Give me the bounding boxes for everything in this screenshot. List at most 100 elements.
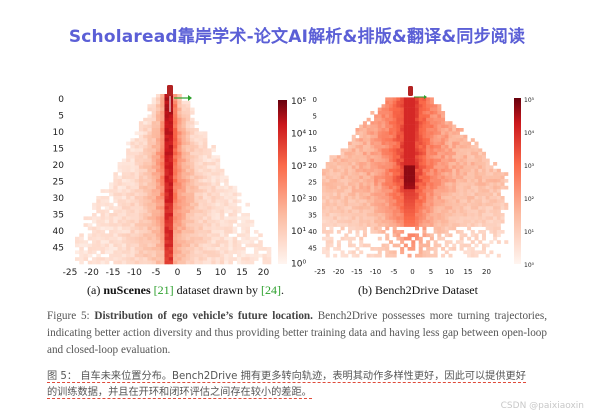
heatmap-cell xyxy=(396,233,401,238)
heatmap-cell xyxy=(422,233,427,238)
heatmap-cell xyxy=(415,141,420,146)
heatmap-cell xyxy=(426,185,431,190)
heatmap-cell xyxy=(190,209,195,214)
heatmap-cell xyxy=(411,131,416,136)
heatmap-cell xyxy=(485,206,490,210)
citation-link-21[interactable]: [21] xyxy=(153,283,174,297)
heatmap-cell xyxy=(422,111,427,115)
heatmap-cell xyxy=(448,213,453,217)
heatmap-cell xyxy=(426,250,431,255)
heatmap-cell xyxy=(370,128,375,132)
heatmap-cell xyxy=(207,213,212,217)
heatmap-cell xyxy=(407,158,412,163)
heatmap-cell xyxy=(400,117,405,122)
heatmap-cell xyxy=(173,168,178,173)
heatmap-cell xyxy=(329,192,334,197)
y-tick-label: 15 xyxy=(308,146,317,154)
heatmap-cell xyxy=(198,175,204,180)
heatmap-cell xyxy=(359,196,364,200)
heatmap-cell xyxy=(426,209,431,214)
heatmap-cell xyxy=(348,192,353,197)
heatmap-cell xyxy=(164,158,170,163)
heatmap-cell xyxy=(100,226,106,231)
heatmap-cell xyxy=(377,179,382,183)
heatmap-cell xyxy=(87,253,93,258)
heatmap-cell xyxy=(467,202,472,207)
heatmap-cell xyxy=(147,158,152,163)
heatmap-cell xyxy=(151,97,157,102)
heatmap-cell xyxy=(190,185,195,190)
heatmap-cell xyxy=(329,240,334,244)
heatmap-cell xyxy=(355,213,360,217)
heatmap-cell xyxy=(121,189,127,193)
heatmap-cell xyxy=(164,223,170,227)
heatmap-cell xyxy=(245,240,250,244)
heatmap-cell xyxy=(177,223,182,227)
heatmap-cell xyxy=(151,230,157,234)
heatmap-cell xyxy=(215,253,221,258)
heatmap-cell xyxy=(403,117,408,122)
heatmap-cell xyxy=(147,175,152,180)
heatmap-cell xyxy=(355,233,360,238)
heatmap-cell xyxy=(232,257,238,261)
heatmap-cell xyxy=(211,196,216,200)
heatmap-cell xyxy=(164,121,170,125)
heatmap-cell xyxy=(190,230,195,234)
heatmap-cell xyxy=(411,155,416,159)
heatmap-cell xyxy=(185,192,191,197)
heatmap-cell xyxy=(190,226,195,231)
heatmap-cell xyxy=(126,240,131,244)
heatmap-cell xyxy=(160,233,165,238)
heatmap-cell xyxy=(104,206,110,210)
heatmap-cell xyxy=(151,158,157,163)
heatmap-cell xyxy=(385,162,390,166)
heatmap-cell xyxy=(444,179,449,183)
heatmap-cell xyxy=(155,250,161,255)
colorbar-tick-label: 10⁰ xyxy=(291,260,306,270)
heatmap-cell xyxy=(504,206,509,210)
heatmap-cell xyxy=(426,100,431,105)
heatmap-cell xyxy=(185,148,191,153)
heatmap-cell xyxy=(455,131,460,136)
heatmap-cell xyxy=(455,162,460,166)
heatmap-cell xyxy=(211,155,216,159)
heatmap-cell xyxy=(236,216,242,221)
heatmap-cell xyxy=(219,196,225,200)
heatmap-cell xyxy=(138,206,144,210)
subcaption-a: (a) nuScenes [21] dataset drawn by [24]. xyxy=(87,283,284,298)
heatmap-cell xyxy=(168,158,174,163)
heatmap-cell xyxy=(322,213,327,217)
heatmap-cell xyxy=(126,219,131,224)
heatmap-cell xyxy=(322,199,327,204)
heatmap-cell xyxy=(385,219,390,224)
heatmap-cell xyxy=(147,179,152,183)
heatmap-cell xyxy=(96,199,101,204)
heatmap-cell xyxy=(117,243,123,248)
heatmap-cell xyxy=(134,243,140,248)
heatmap-cell xyxy=(418,141,423,146)
heatmap-cell xyxy=(329,209,334,214)
heatmap-cell xyxy=(437,145,442,149)
heatmap-cell xyxy=(202,240,208,244)
heatmap-cell xyxy=(245,216,250,221)
heatmap-cell xyxy=(160,94,165,98)
heatmap-cell xyxy=(429,107,434,112)
heatmap-cell xyxy=(147,114,152,119)
heatmap-cell xyxy=(104,202,110,207)
heatmap-cell xyxy=(348,168,353,173)
heatmap-cell xyxy=(181,175,187,180)
citation-link-24[interactable]: [24] xyxy=(260,283,281,297)
heatmap-cell xyxy=(366,134,371,139)
heatmap-cell xyxy=(336,162,341,166)
heatmap-cell xyxy=(470,172,475,176)
heatmap-cell xyxy=(164,104,170,108)
heatmap-cell xyxy=(138,253,144,258)
heatmap-cell xyxy=(392,168,397,173)
heatmap-cell xyxy=(500,172,505,176)
heatmap-cell xyxy=(181,209,187,214)
heatmap-cell xyxy=(198,155,204,159)
heatmap-cell xyxy=(351,138,356,142)
y-tick-label: 20 xyxy=(308,162,317,170)
heatmap-cell xyxy=(407,145,412,149)
heatmap-cell xyxy=(211,240,216,244)
